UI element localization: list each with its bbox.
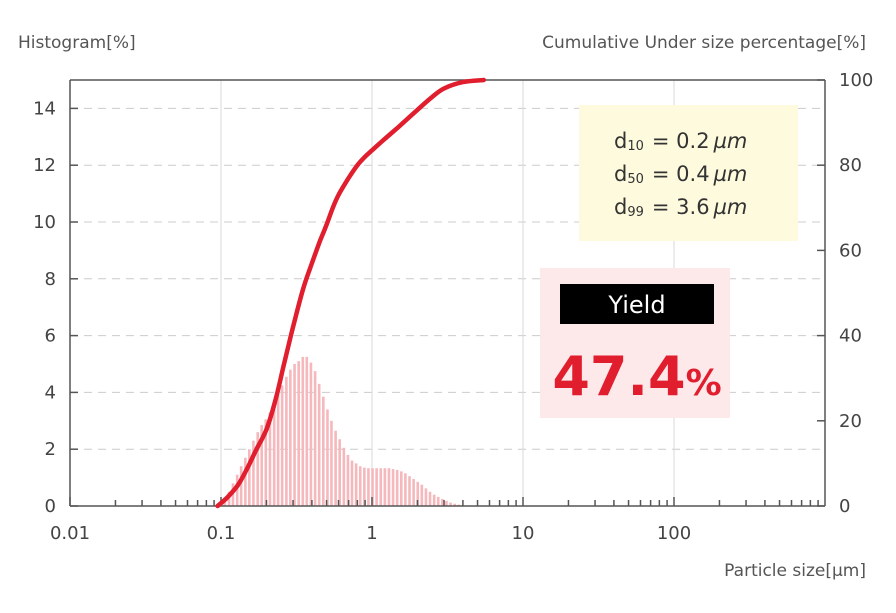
histogram-bar — [297, 361, 301, 506]
histogram-bar — [399, 471, 403, 506]
histogram-bar — [264, 419, 268, 506]
x-tick-label: 0.1 — [207, 523, 236, 544]
histogram-bar — [313, 371, 317, 506]
histogram-bar — [342, 447, 346, 506]
histogram-bar — [383, 468, 387, 506]
y-ticks-right: 0 20 40 60 80 100 — [817, 70, 873, 517]
histogram-bar — [408, 476, 411, 506]
histogram-bar — [317, 383, 321, 506]
histogram-bar — [391, 469, 395, 506]
histogram-bar — [404, 473, 407, 506]
y-ticks-left: 0 2 4 6 8 10 12 14 — [33, 98, 78, 517]
histogram-bar — [387, 468, 391, 506]
y-left-tick-label: 0 — [45, 496, 56, 517]
histogram-bar — [309, 362, 313, 506]
x-ticks: 0.01 0.1 1 10 100 — [50, 497, 819, 544]
histogram-bar — [235, 474, 239, 506]
axes — [69, 79, 826, 507]
histogram-bar — [449, 502, 452, 506]
histogram-bar — [260, 425, 264, 506]
y-right-tick-label: 40 — [839, 326, 862, 347]
y-right-tick-label: 80 — [839, 155, 862, 176]
histogram-bar — [239, 466, 243, 506]
histogram-bar — [379, 468, 383, 506]
stats-background — [579, 105, 798, 241]
y-right-tick-label: 0 — [839, 496, 850, 517]
histogram-bar — [346, 454, 350, 506]
histogram-bar — [330, 420, 333, 506]
stats-line-d99: d99 = 3.6 µm — [614, 195, 747, 220]
histogram-bar — [412, 479, 415, 506]
histogram-bars — [219, 356, 473, 506]
histogram-bar — [244, 457, 247, 506]
histogram-bar — [248, 449, 251, 506]
histogram-bar — [354, 463, 358, 506]
histogram-bar — [338, 439, 342, 506]
histogram-bar — [293, 364, 296, 506]
histogram-bar — [367, 468, 370, 506]
y-left-tick-label: 8 — [45, 269, 56, 290]
histogram-bar — [256, 432, 260, 506]
yield-label-bar — [560, 284, 714, 324]
histogram-bar — [280, 385, 284, 506]
histogram-bar — [416, 481, 420, 506]
histogram-bar — [334, 430, 337, 506]
y-left-tick-label: 14 — [33, 98, 56, 119]
histogram-bar — [305, 356, 309, 506]
yield-box: Yield 47.4% — [540, 268, 730, 418]
x-axis-title: Particle size[µm] — [724, 561, 866, 581]
yield-value: 47.4% — [552, 345, 721, 408]
histogram-bar — [326, 409, 329, 506]
histogram-bar — [428, 491, 432, 506]
y-left-tick-label: 4 — [45, 382, 56, 403]
histogram-bar — [371, 468, 374, 506]
y-right-tick-label: 60 — [839, 240, 862, 261]
x-tick-label: 1 — [366, 523, 377, 544]
histogram-bar — [436, 496, 440, 506]
histogram-bar — [432, 494, 436, 506]
left-axis-title: Histogram[%] — [18, 33, 136, 53]
histogram-bar — [395, 469, 399, 506]
histogram-bar — [363, 467, 366, 506]
stats-line-d10: d10 = 0.2 µm — [614, 129, 747, 154]
x-tick-label: 0.01 — [50, 523, 90, 544]
stats-line-d50: d50 = 0.4 µm — [614, 162, 747, 187]
histogram-bar — [358, 466, 362, 506]
y-left-tick-label: 10 — [33, 212, 56, 233]
histogram-bar — [285, 376, 288, 506]
histogram-bar — [272, 403, 276, 506]
histogram-bar — [453, 503, 456, 506]
histogram-bar — [289, 369, 292, 506]
histogram-bar — [276, 393, 280, 506]
x-tick-label: 100 — [657, 523, 691, 544]
histogram-bar — [322, 396, 325, 506]
x-tick-label: 10 — [512, 523, 535, 544]
y-left-tick-label: 2 — [45, 439, 56, 460]
cumulative-curve — [215, 77, 487, 509]
histogram-bar — [424, 488, 428, 506]
y-left-tick-label: 6 — [45, 326, 56, 347]
histogram-bar — [445, 500, 448, 506]
histogram-bar — [301, 356, 305, 506]
stats-box: d10 = 0.2 µm d50 = 0.4 µm d99 = 3.6 µm — [579, 105, 798, 241]
y-left-tick-label: 12 — [33, 155, 56, 176]
y-right-tick-label: 20 — [839, 411, 862, 432]
right-axis-title: Cumulative Under size percentage[%] — [542, 33, 866, 53]
histogram-bar — [420, 484, 424, 506]
yield-label: Yield — [607, 291, 665, 319]
histogram-bar — [268, 412, 272, 506]
histogram-bar — [350, 460, 354, 506]
y-right-tick-label: 100 — [839, 70, 873, 91]
histogram-bar — [375, 468, 378, 506]
histogram-bar — [252, 440, 255, 506]
histogram-bar — [441, 498, 444, 506]
